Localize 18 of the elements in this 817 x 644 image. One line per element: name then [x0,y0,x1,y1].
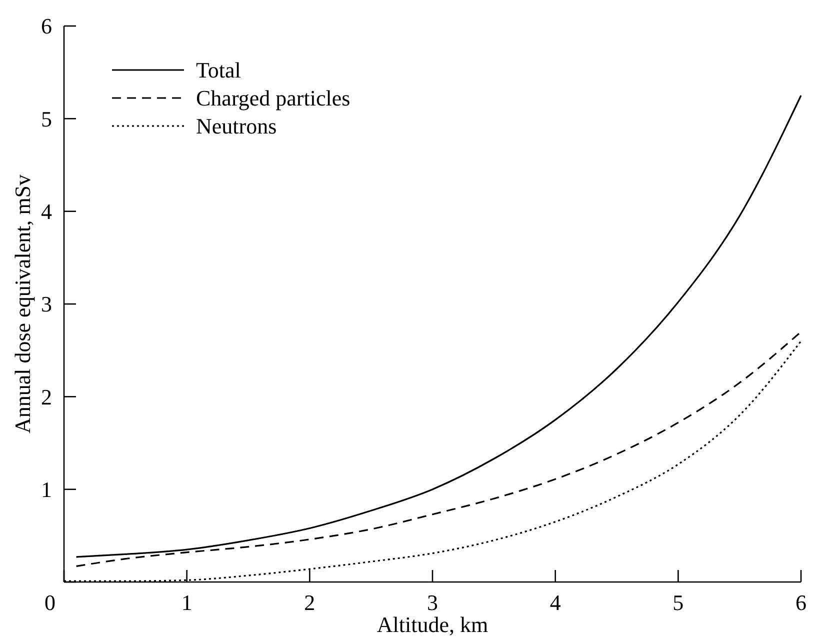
y-tick-label: 1 [41,477,52,502]
x-tick-label: 2 [304,590,316,615]
legend-label: Charged particles [196,86,350,111]
x-tick-label: 1 [181,590,192,615]
x-tick-label: 5 [672,590,684,615]
y-tick-label: 3 [41,292,52,317]
legend-label: Total [196,58,241,83]
y-axis-title: Annual dose equivalent, mSv [10,174,35,434]
legend-label: Neutrons [196,114,277,139]
y-tick-label: 5 [41,106,52,132]
x-axis-title: Altitude, km [376,612,488,637]
y-tick-label: 4 [41,199,52,224]
x-tick-label: 6 [796,590,806,615]
x-tick-label: 4 [550,590,561,615]
y-tick-label: 2 [41,384,52,410]
x-tick-label: 0 [44,590,56,615]
x-tick-label: 3 [427,590,438,615]
y-tick-label: 6 [41,14,52,39]
